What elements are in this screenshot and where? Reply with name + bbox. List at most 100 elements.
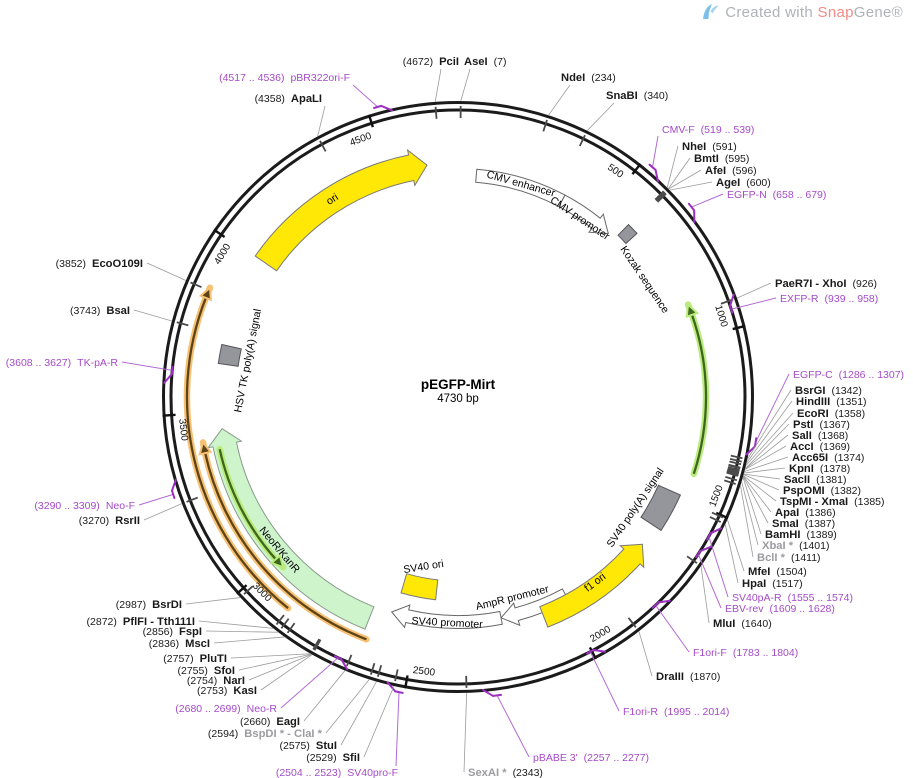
enzyme-label-AgeI: AgeI (600) bbox=[716, 177, 771, 189]
ruler-tick-2000 bbox=[588, 646, 598, 660]
leader-DraIII bbox=[638, 631, 653, 677]
feature-neor-kanr bbox=[206, 428, 375, 630]
feature-orf-orange-inner-line bbox=[204, 452, 367, 641]
enzyme-label-MfeI: MfeI (1504) bbox=[748, 566, 807, 578]
site-tick-XbaI * bbox=[725, 475, 738, 482]
leader-BamHI bbox=[742, 477, 762, 535]
enzyme-label-ApaLI: (4358) ApaLI bbox=[255, 93, 322, 105]
primer-leader-pBABE 3' bbox=[496, 695, 530, 758]
enzyme-label-PciI: (4672) PciI bbox=[403, 56, 459, 68]
leader-RsrII bbox=[143, 503, 183, 521]
ruler-label-3500: 3500 bbox=[176, 418, 190, 442]
leader-PspOMI bbox=[743, 474, 780, 491]
enzyme-label-BmtI: BmtI (595) bbox=[694, 153, 749, 165]
leader-Acc65I bbox=[744, 456, 789, 472]
leader-PciI bbox=[434, 68, 442, 102]
leader-EcoRI bbox=[745, 412, 794, 466]
site-tick-NheI bbox=[654, 190, 665, 201]
site-tick-MscI bbox=[286, 622, 296, 634]
primer-hook-SV40pA-R bbox=[709, 527, 723, 535]
site-tick-BspDI * - ClaI * bbox=[369, 662, 376, 675]
site-tick-BclI * bbox=[723, 479, 736, 485]
site-tick-HindIII bbox=[729, 458, 742, 463]
leader-BsaI bbox=[133, 309, 173, 322]
enzyme-label-SfiI: (2529) SfiI bbox=[306, 752, 360, 764]
primer-leader-EXFP-R bbox=[731, 297, 777, 310]
primer-leader-SV40pro-F bbox=[395, 692, 400, 767]
enzyme-label-BspDI * - ClaI *: (2594) BspDI * - ClaI * bbox=[208, 728, 323, 740]
leader-TspMI - XmaI bbox=[743, 475, 777, 502]
feature-label-sv40-promoter: SV40 promoter bbox=[411, 615, 483, 631]
leader-PluTI bbox=[230, 653, 311, 659]
leader-AccI bbox=[744, 445, 787, 470]
leader-BmtI bbox=[668, 157, 691, 189]
snapgene-logo-icon bbox=[703, 4, 719, 19]
primer-label-CMV-F: CMV-F (519 .. 539) bbox=[662, 124, 754, 136]
ruler-label-2500: 2500 bbox=[412, 665, 436, 679]
ruler-tick-4500 bbox=[367, 114, 375, 128]
enzyme-label-AseI: AseI (7) bbox=[464, 56, 506, 68]
site-tick-DraIII bbox=[627, 617, 637, 628]
enzyme-label-KasI: (2753) KasI bbox=[197, 685, 257, 697]
primer-hook-Neo-F bbox=[170, 478, 177, 492]
ruler-label-3000: 3000 bbox=[250, 581, 274, 605]
feature-puc-ori bbox=[254, 148, 428, 272]
primer-leader-EGFP-C bbox=[755, 373, 790, 443]
feature-hsv-tk-polya-signal bbox=[217, 343, 242, 367]
primer-hook-pBABE 3' bbox=[481, 688, 495, 697]
feature-label-kozak-sequence: Kozak sequence bbox=[618, 244, 672, 316]
enzyme-label-HpaI: HpaI (1517) bbox=[742, 578, 803, 590]
enzyme-label-DraIII: DraIII (1870) bbox=[656, 671, 720, 683]
leader-ApaI bbox=[742, 475, 772, 513]
primer-label-SV40pA-R: SV40pA-R (1555 .. 1574) bbox=[732, 592, 853, 604]
enzyme-label-EagI: (2660) EagI bbox=[240, 716, 300, 728]
primer-hook-F1ori-F bbox=[657, 599, 671, 604]
enzyme-label-Acc65I: Acc65I (1374) bbox=[792, 452, 864, 464]
primer-label-pBABE 3': pBABE 3' (2257 .. 2277) bbox=[533, 752, 649, 764]
feature-kozak-sequence bbox=[617, 223, 638, 245]
primer-leader-SV40pA-R bbox=[708, 536, 729, 598]
enzyme-label-KpnI: KpnI (1378) bbox=[789, 463, 850, 475]
leader-KasI bbox=[260, 654, 313, 691]
site-tick-BamHI bbox=[726, 471, 739, 477]
feature-cmv-promoter bbox=[558, 194, 609, 235]
site-tick-HpaI bbox=[709, 516, 722, 523]
primer-mark-Neo-F bbox=[171, 489, 176, 499]
site-tick-PspOMI bbox=[727, 469, 740, 475]
enzyme-label-PstI: PstI (1367) bbox=[793, 419, 850, 431]
primer-mark-Neo-R bbox=[333, 655, 343, 661]
site-tick-AfeI bbox=[655, 191, 666, 202]
feature-orf-green-right-line bbox=[690, 314, 708, 475]
leader-SnaBI bbox=[586, 102, 615, 131]
enzyme-label-SnaBI: SnaBI (340) bbox=[606, 90, 668, 102]
plasmid-name: pEGFP-Mirt bbox=[420, 377, 496, 392]
site-tick-Acc65I bbox=[727, 466, 740, 472]
enzyme-label-TspMI - XmaI: TspMI - XmaI (1385) bbox=[780, 496, 885, 508]
primer-hook-pBR322ori-F bbox=[380, 104, 394, 112]
enzyme-label-NheI: NheI (591) bbox=[682, 141, 737, 153]
ruler-tick-1000 bbox=[732, 324, 746, 331]
enzyme-label-BclI *: BclI * (1411) bbox=[757, 552, 821, 564]
site-tick-EcoRI bbox=[729, 460, 742, 466]
site-tick-EcoO109I bbox=[190, 281, 202, 289]
primer-label-F1ori-F: F1ori-F (1783 .. 1804) bbox=[693, 647, 798, 659]
primer-mark-TK-pA-R bbox=[170, 365, 174, 375]
leader-KpnI bbox=[744, 467, 786, 474]
ruler-label-500: 500 bbox=[605, 162, 625, 181]
leader-AfeI bbox=[668, 169, 702, 190]
enzyme-label-RsrII: (3270) RsrII bbox=[79, 515, 140, 527]
leader-EagI bbox=[303, 670, 346, 722]
leader-NdeI bbox=[548, 84, 571, 116]
enzyme-label-SfoI: (2755) SfoI bbox=[178, 665, 236, 677]
ruler-tick-500 bbox=[631, 163, 642, 175]
enzyme-label-BsaI: (3743) BsaI bbox=[70, 305, 130, 317]
leader-StuI bbox=[340, 681, 377, 746]
leader-NarI bbox=[248, 653, 312, 681]
primer-leader-CMV-F bbox=[652, 135, 659, 168]
feature-sv40-ori bbox=[400, 573, 439, 601]
leader-PaeR7I - XhoI bbox=[736, 282, 772, 299]
feature-orf-green-left-head bbox=[269, 553, 285, 569]
leader-MfeI bbox=[727, 519, 745, 572]
primer-hook-EGFP-C bbox=[745, 445, 756, 456]
